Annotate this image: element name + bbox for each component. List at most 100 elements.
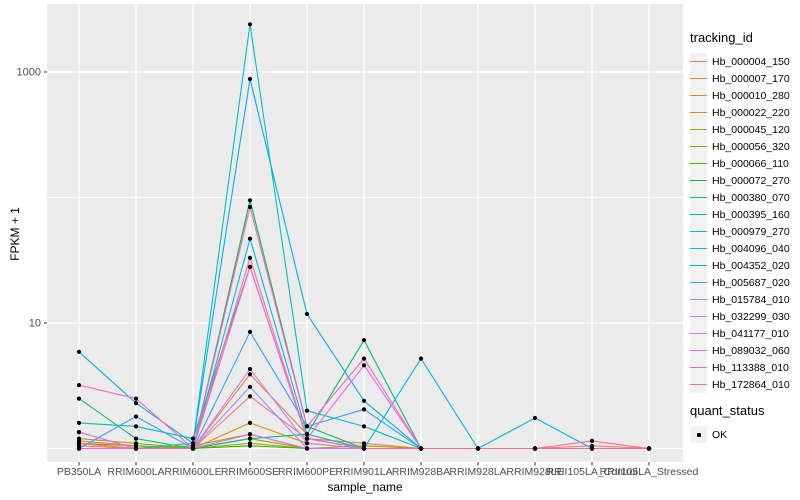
legend-item-Hb_089032_060: Hb_089032_060 <box>690 342 798 359</box>
data-point <box>76 420 82 425</box>
data-point <box>361 356 367 361</box>
data-point <box>247 436 253 441</box>
data-point <box>247 432 253 437</box>
data-point <box>418 446 424 451</box>
legend-key-swatch <box>690 376 707 393</box>
legend-key-swatch <box>690 274 707 291</box>
y-tick-label: 10 <box>29 318 41 330</box>
legend-item-Hb_004352_020: Hb_004352_020 <box>690 257 798 274</box>
data-point <box>133 424 139 429</box>
legend-item-label: Hb_000395_160 <box>712 208 790 221</box>
legend-line-icon <box>690 333 707 334</box>
data-point <box>133 401 139 406</box>
data-point <box>361 363 367 368</box>
legend-item-Hb_015784_010: Hb_015784_010 <box>690 291 798 308</box>
legend-item-Hb_172864_010: Hb_172864_010 <box>690 376 798 393</box>
legend-item-label: Hb_004352_020 <box>712 259 790 272</box>
data-point <box>304 408 310 413</box>
data-point <box>247 22 253 27</box>
legend-key-swatch <box>690 223 707 240</box>
data-point <box>304 446 310 451</box>
data-point <box>304 311 310 317</box>
x-tick-label: RRII105LA_Stressed <box>600 466 699 478</box>
legend-line-icon <box>690 350 707 351</box>
plot-panel-bg <box>47 4 683 462</box>
legend-item-label: Hb_015784_010 <box>712 293 790 306</box>
data-point <box>76 436 82 441</box>
legend-line-icon <box>690 78 707 79</box>
data-point <box>532 446 538 451</box>
legend-item-label: Hb_000004_150 <box>712 55 790 68</box>
legend-key-swatch <box>690 325 707 342</box>
x-tick-label: RRIM600LA <box>107 466 164 478</box>
legend-item-Hb_000007_170: Hb_000007_170 <box>690 70 798 87</box>
data-point <box>361 398 367 403</box>
data-point <box>532 415 538 421</box>
legend-key-swatch <box>690 70 707 87</box>
legend-item-label: Hb_089032_060 <box>712 344 790 357</box>
tracking-id-legend-items: Hb_000004_150 Hb_000007_170 Hb_000010_280 H… <box>690 53 798 393</box>
legend-item-Hb_000979_270: Hb_000979_270 <box>690 223 798 240</box>
legend-key-swatch <box>690 240 707 257</box>
data-point <box>247 255 253 260</box>
legend-item-label: OK <box>712 428 728 441</box>
data-point <box>247 329 253 334</box>
data-point <box>247 264 253 269</box>
legend-line-icon <box>690 265 707 266</box>
legend-item-Hb_000395_160: Hb_000395_160 <box>690 206 798 223</box>
data-point <box>247 420 253 425</box>
legend-item-Hb_113388_010: Hb_113388_010 <box>690 359 798 376</box>
data-point <box>247 394 253 399</box>
legend-key-swatch <box>690 308 707 325</box>
legend-line-icon <box>690 61 707 62</box>
legend-item-Hb_000022_220: Hb_000022_220 <box>690 104 798 121</box>
data-point <box>247 204 253 210</box>
data-point <box>418 356 424 361</box>
data-point <box>247 372 253 377</box>
legend-line-icon <box>690 146 707 147</box>
legend-key-swatch <box>690 87 707 104</box>
legend-key-swatch <box>690 206 707 223</box>
data-point <box>247 198 253 203</box>
data-point <box>361 446 367 451</box>
data-point <box>304 424 310 429</box>
x-tick-label: RRIM600LE <box>164 466 221 478</box>
legend-line-icon <box>690 163 707 164</box>
data-point <box>247 366 253 372</box>
legend-item-Hb_032299_030: Hb_032299_030 <box>690 308 798 325</box>
legend-line-icon <box>690 367 707 368</box>
x-tick-label: RRIM928LE <box>506 466 563 478</box>
legend-key-swatch <box>690 342 707 359</box>
legend-item-Hb_000056_320: Hb_000056_320 <box>690 138 798 155</box>
x-tick-label: RRIM928BA <box>392 466 450 478</box>
x-tick-label: RRIM600PE <box>278 466 336 478</box>
data-point <box>76 430 82 435</box>
legend-item-label: Hb_000007_170 <box>712 72 790 85</box>
legend-item-Hb_041177_010: Hb_041177_010 <box>690 325 798 342</box>
legend-line-icon <box>690 214 707 215</box>
legend-item-Hb_000045_120: Hb_000045_120 <box>690 121 798 138</box>
data-point <box>76 396 82 401</box>
data-point <box>247 443 253 448</box>
x-tick-label: RRIM928LA <box>449 466 506 478</box>
data-point <box>361 407 367 412</box>
data-point <box>190 446 196 451</box>
legend-line-icon <box>690 316 707 317</box>
legend: tracking_id Hb_000004_150 Hb_000007_170 Hb… <box>690 30 798 443</box>
legend-key-swatch <box>690 172 707 189</box>
legend-title-tracking-id: tracking_id <box>690 30 753 45</box>
legend-key-swatch <box>690 104 707 121</box>
data-point <box>133 436 139 441</box>
legend-line-icon <box>690 197 707 198</box>
legend-key-swatch <box>690 189 707 206</box>
legend-line-icon <box>690 282 707 283</box>
data-point <box>247 76 253 82</box>
legend-item-label: Hb_000380_070 <box>712 191 790 204</box>
legend-item-Hb_000004_150: Hb_000004_150 <box>690 53 798 70</box>
data-point <box>589 446 595 451</box>
data-point <box>646 446 652 451</box>
data-point <box>76 446 82 451</box>
legend-item-label: Hb_000010_280 <box>712 89 790 102</box>
